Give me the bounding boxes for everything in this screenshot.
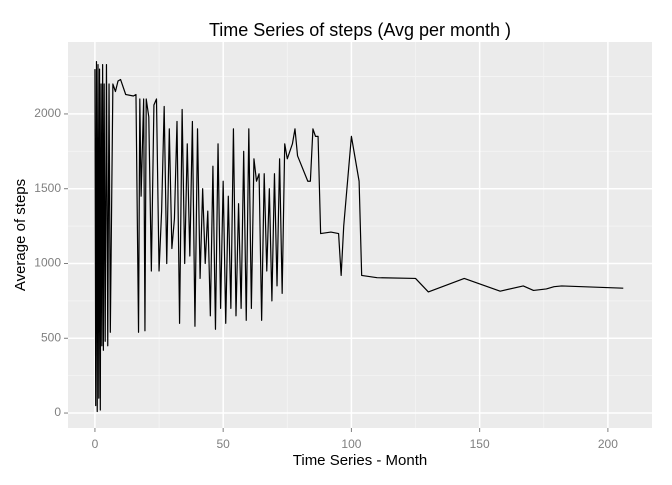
y-tick-label: 500 (41, 330, 61, 344)
y-tick-label: 1000 (34, 256, 61, 270)
line-series (94, 60, 624, 413)
y-tick-label: 1500 (34, 181, 61, 195)
x-tick-label: 150 (470, 437, 490, 451)
x-tick-label: 50 (216, 437, 230, 451)
x-tick-label: 100 (341, 437, 361, 451)
y-tick-label: 0 (54, 405, 61, 419)
x-tick-label: 200 (598, 437, 618, 451)
x-tick-label: 0 (92, 437, 99, 451)
x-axis-label: Time Series - Month (293, 452, 427, 469)
y-tick-label: 2000 (34, 106, 61, 120)
y-axis-label: Average of steps (12, 179, 29, 291)
chart-title: Time Series of steps (Avg per month ) (209, 20, 511, 40)
